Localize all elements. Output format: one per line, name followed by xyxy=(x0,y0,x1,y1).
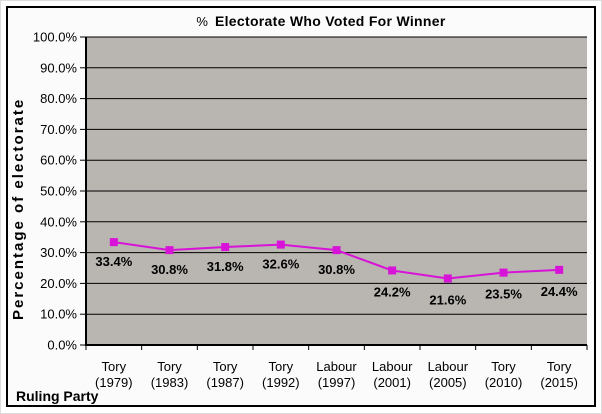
x-tick-label-party: Tory xyxy=(491,359,516,374)
chart-title-prefix: % xyxy=(196,14,208,29)
x-tick-label-year: (2010) xyxy=(485,375,523,390)
x-tick-label-party: Labour xyxy=(428,359,469,374)
data-point-marker xyxy=(555,265,564,274)
data-point-label: 24.4% xyxy=(541,284,578,299)
x-tick-label-party: Tory xyxy=(547,359,572,374)
data-point-marker xyxy=(332,246,341,255)
data-point-label: 32.6% xyxy=(262,257,299,272)
data-point-label: 31.8% xyxy=(207,259,244,274)
data-point-marker xyxy=(276,240,285,249)
x-axis-title: Ruling Party xyxy=(16,388,99,404)
x-tick-label-year: (1987) xyxy=(206,375,244,390)
chart-title-text: Electorate Who Voted For Winner xyxy=(214,13,446,29)
x-tick-label-party: Tory xyxy=(102,359,127,374)
data-point-marker xyxy=(499,268,508,277)
x-tick-label-year: (1997) xyxy=(318,375,356,390)
y-tick-label: 80.0% xyxy=(40,91,77,106)
data-point-marker xyxy=(109,238,118,247)
data-point-label: 30.8% xyxy=(151,262,188,277)
data-point-label: 21.6% xyxy=(429,292,466,307)
y-tick-label: 90.0% xyxy=(40,60,77,75)
data-point-marker xyxy=(443,274,452,283)
x-tick-label-party: Labour xyxy=(316,359,357,374)
x-tick-label-party: Tory xyxy=(213,359,238,374)
y-tick-label: 70.0% xyxy=(40,122,77,137)
data-point-label: 30.8% xyxy=(318,262,355,277)
data-point-label: 23.5% xyxy=(485,287,522,302)
data-point-marker xyxy=(388,266,397,275)
x-tick-label-year: (1992) xyxy=(262,375,300,390)
x-tick-label-party: Labour xyxy=(372,359,413,374)
x-tick-label-year: (2005) xyxy=(429,375,467,390)
y-tick-label: 30.0% xyxy=(40,245,77,260)
y-tick-label: 40.0% xyxy=(40,214,77,229)
y-tick-label: 50.0% xyxy=(40,184,77,199)
y-tick-label: 20.0% xyxy=(40,276,77,291)
y-tick-label: 0.0% xyxy=(47,338,77,353)
y-tick-label: 10.0% xyxy=(40,307,77,322)
x-tick-label-year: (1983) xyxy=(151,375,189,390)
x-tick-label-year: (2015) xyxy=(540,375,578,390)
data-point-marker xyxy=(165,246,174,255)
x-tick-label-party: Tory xyxy=(157,359,182,374)
y-tick-label: 60.0% xyxy=(40,153,77,168)
data-point-label: 24.2% xyxy=(374,284,411,299)
x-tick-label-year: (2001) xyxy=(373,375,411,390)
y-tick-label: 100.0% xyxy=(33,30,78,45)
chart-title: % Electorate Who Voted For Winner xyxy=(40,13,602,31)
x-tick-label-year: (1979) xyxy=(95,375,133,390)
data-point-marker xyxy=(221,243,230,252)
x-tick-label-party: Tory xyxy=(269,359,294,374)
data-point-label: 33.4% xyxy=(95,254,132,269)
